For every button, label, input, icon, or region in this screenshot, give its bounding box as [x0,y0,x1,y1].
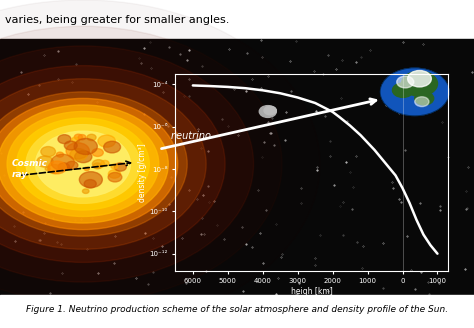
Circle shape [84,179,96,188]
X-axis label: heigh [km]: heigh [km] [291,287,333,296]
Circle shape [0,98,178,230]
Circle shape [108,173,122,182]
Circle shape [415,92,434,105]
Circle shape [64,141,77,150]
Bar [0,0,474,39]
Circle shape [111,164,118,169]
Circle shape [104,141,120,153]
Circle shape [0,79,206,249]
Circle shape [58,163,70,171]
Circle shape [82,189,89,194]
Circle shape [72,137,80,143]
Circle shape [66,161,78,169]
Bar [0,295,474,328]
Circle shape [48,161,66,174]
Circle shape [0,26,282,302]
Circle shape [0,105,168,223]
Circle shape [48,164,61,174]
Text: varies, being greater for smaller angles.: varies, being greater for smaller angles… [5,15,229,25]
Circle shape [101,160,109,166]
Y-axis label: density [g/cm³]: density [g/cm³] [137,143,146,202]
Circle shape [93,163,102,169]
Circle shape [392,83,413,97]
Circle shape [70,149,87,161]
Circle shape [58,135,71,144]
Circle shape [56,152,64,157]
Circle shape [0,46,254,282]
Circle shape [84,167,89,171]
Circle shape [98,135,116,147]
Circle shape [92,149,103,156]
Circle shape [264,106,276,115]
Bar [0,39,474,295]
Circle shape [381,68,449,115]
Circle shape [397,76,414,88]
Circle shape [36,131,130,197]
Circle shape [7,112,159,216]
Text: Figure 1. Neutrino production scheme of the solar atmosphere and density profile: Figure 1. Neutrino production scheme of … [26,305,448,315]
Circle shape [45,167,50,171]
Circle shape [0,92,187,236]
Circle shape [66,143,89,159]
Circle shape [79,172,102,188]
Circle shape [92,160,105,168]
Text: Cosmic
ray: Cosmic ray [12,159,48,179]
Circle shape [78,134,86,140]
Circle shape [408,71,431,87]
Circle shape [51,154,74,171]
Circle shape [37,156,53,167]
Circle shape [75,151,92,163]
Circle shape [26,125,140,203]
Circle shape [415,97,429,107]
Circle shape [401,71,438,96]
Circle shape [74,134,82,140]
Circle shape [114,163,126,171]
Circle shape [74,138,97,154]
Circle shape [87,134,96,141]
Circle shape [41,147,55,157]
Text: neutrino: neutrino [171,131,211,141]
Circle shape [0,66,225,262]
Circle shape [17,118,149,210]
Circle shape [259,106,276,117]
Circle shape [109,170,120,178]
